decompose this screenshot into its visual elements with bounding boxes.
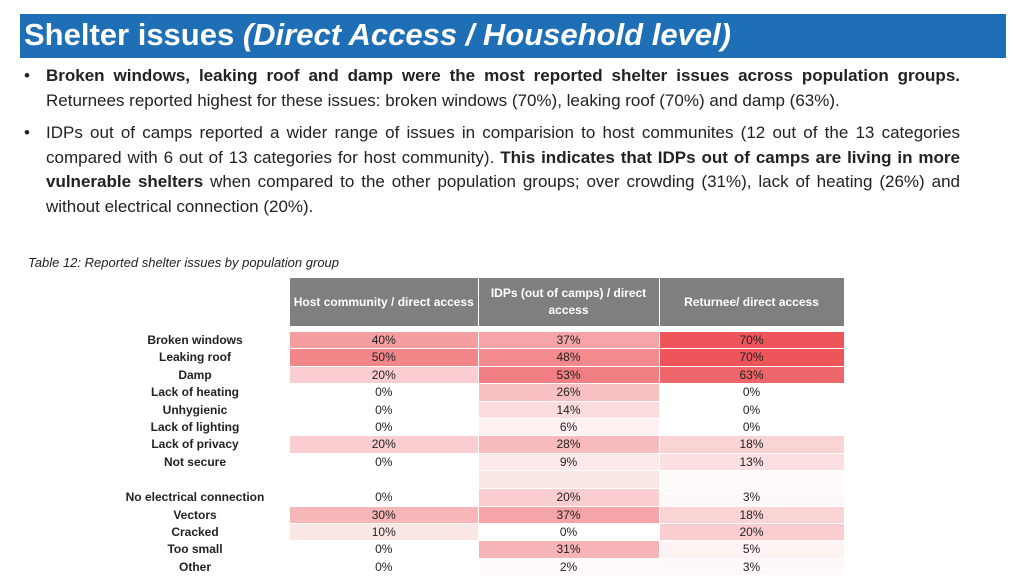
row-label: Unhygienic <box>162 402 228 417</box>
table-caption: Table 12: Reported shelter issues by pop… <box>28 255 340 270</box>
bullet-1-bold: Broken windows, leaking roof and damp we… <box>46 66 960 85</box>
table-cell: 14% <box>478 401 660 420</box>
table-cell: 0% <box>659 401 845 420</box>
row-label: Lack of privacy <box>151 437 239 452</box>
column-header-idps: IDPs (out of camps) / direct access <box>478 278 660 326</box>
table-cell <box>290 470 479 490</box>
row-label: Lack of heating <box>150 385 239 400</box>
bullet-dot: • <box>24 123 30 142</box>
table-cell: 37% <box>478 506 660 525</box>
table-cell: 31% <box>478 540 660 559</box>
table-cell: 5% <box>659 540 845 559</box>
table-row: Vectors 30% 37% 18% <box>100 506 845 525</box>
table-cell: 20% <box>478 488 660 507</box>
table-row: Not secure 0% 9% 13% <box>100 453 845 472</box>
table-cell: 18% <box>659 506 845 525</box>
table-cell: 48% <box>478 348 660 367</box>
table-row: Damp 20% 53% 63% <box>100 366 845 385</box>
title-bar: Shelter issues (Direct Access / Househol… <box>20 14 1006 58</box>
table-cell: 3% <box>659 488 845 507</box>
table-cell: 0% <box>290 540 479 559</box>
table-cell: 53% <box>478 366 660 385</box>
table-cell: 18% <box>659 435 845 454</box>
row-label: Leaking roof <box>158 350 231 365</box>
table-cell: 3% <box>659 558 845 576</box>
table-row: No electrical connection 0% 20% 3% <box>100 488 845 507</box>
table-row-empty <box>100 470 845 490</box>
table-cell: 0% <box>290 418 479 437</box>
table-row: Lack of heating 0% 26% 0% <box>100 383 845 402</box>
row-label: Lack of lighting <box>150 420 240 435</box>
row-label: Cracked <box>171 525 219 540</box>
table-cell: 0% <box>659 418 845 437</box>
table-cell: 6% <box>478 418 660 437</box>
row-label <box>100 471 290 489</box>
bullet-item-1: • Broken windows, leaking roof and damp … <box>22 64 960 113</box>
table-cell: 0% <box>478 523 660 542</box>
table-row: Leaking roof 50% 48% 70% <box>100 348 845 367</box>
table-cell: 2% <box>478 558 660 576</box>
table-cell: 0% <box>290 453 479 472</box>
table-cell: 20% <box>290 435 479 454</box>
table-cell: 40% <box>290 332 479 350</box>
row-label: Other <box>178 559 211 574</box>
table-cell: 10% <box>290 523 479 542</box>
table-cell <box>659 470 845 490</box>
table-row: Cracked 10% 0% 20% <box>100 523 845 542</box>
table-row: Broken windows 40% 37% 70% <box>100 332 845 350</box>
table-cell: 0% <box>290 383 479 402</box>
table-cell: 30% <box>290 506 479 525</box>
column-header-returnee: Returnee/ direct access <box>659 278 845 326</box>
bullet-list: • Broken windows, leaking roof and damp … <box>22 64 960 227</box>
table-cell <box>478 470 660 490</box>
title-main: Shelter issues <box>24 17 243 52</box>
page-title: Shelter issues (Direct Access / Househol… <box>24 17 731 53</box>
row-label: Vectors <box>173 507 217 522</box>
bullet-2-text-post: when compared to the other population gr… <box>46 172 960 216</box>
bullet-dot: • <box>24 66 30 85</box>
table-cell: 63% <box>659 366 845 385</box>
table-cell: 70% <box>659 348 845 367</box>
table-cell: 70% <box>659 332 845 350</box>
table-cell: 0% <box>659 383 845 402</box>
table-body: Broken windows 40% 37% 70% Leaking roof 50% 48… <box>100 326 845 576</box>
table-cell: 9% <box>478 453 660 472</box>
row-label: Too small <box>167 542 223 557</box>
table-cell: 0% <box>290 488 479 507</box>
table-cell: 26% <box>478 383 660 402</box>
bullet-2-bold: This indicates that IDPs out of camps ar… <box>46 147 960 192</box>
shelter-issues-table: Host community / direct access IDPs (out… <box>100 278 845 576</box>
row-label: Not secure <box>163 454 227 469</box>
bullet-1-text: Returnees reported highest for these iss… <box>46 90 840 110</box>
column-header-host: Host community / direct access <box>290 278 479 326</box>
table-cell: 37% <box>478 332 660 350</box>
row-label: No electrical connection <box>125 490 265 505</box>
table-row: Lack of lighting 0% 6% 0% <box>100 418 845 437</box>
table-row: Too small 0% 31% 5% <box>100 540 845 559</box>
row-label: Broken windows <box>147 333 243 348</box>
row-label: Damp <box>178 367 212 382</box>
table-row: Unhygienic 0% 14% 0% <box>100 401 845 420</box>
table-cell: 20% <box>290 366 479 385</box>
table-cell: 0% <box>290 558 479 576</box>
table-row: Lack of privacy 20% 28% 18% <box>100 435 845 454</box>
table-cell: 20% <box>659 523 845 542</box>
table-cell: 0% <box>290 401 479 420</box>
table-header-row: Host community / direct access IDPs (out… <box>100 278 845 326</box>
header-blank-cell <box>100 278 290 326</box>
title-subtitle: (Direct Access / Household level) <box>242 17 731 52</box>
bullet-item-2: • IDPs out of camps reported a wider ran… <box>22 121 960 219</box>
table-row: Other 0% 2% 3% <box>100 558 845 576</box>
table-cell: 50% <box>290 348 479 367</box>
bullet-2-text-pre: IDPs out of camps reported a wider range… <box>46 123 960 167</box>
table-cell: 13% <box>659 453 845 472</box>
table-cell: 28% <box>478 435 660 454</box>
